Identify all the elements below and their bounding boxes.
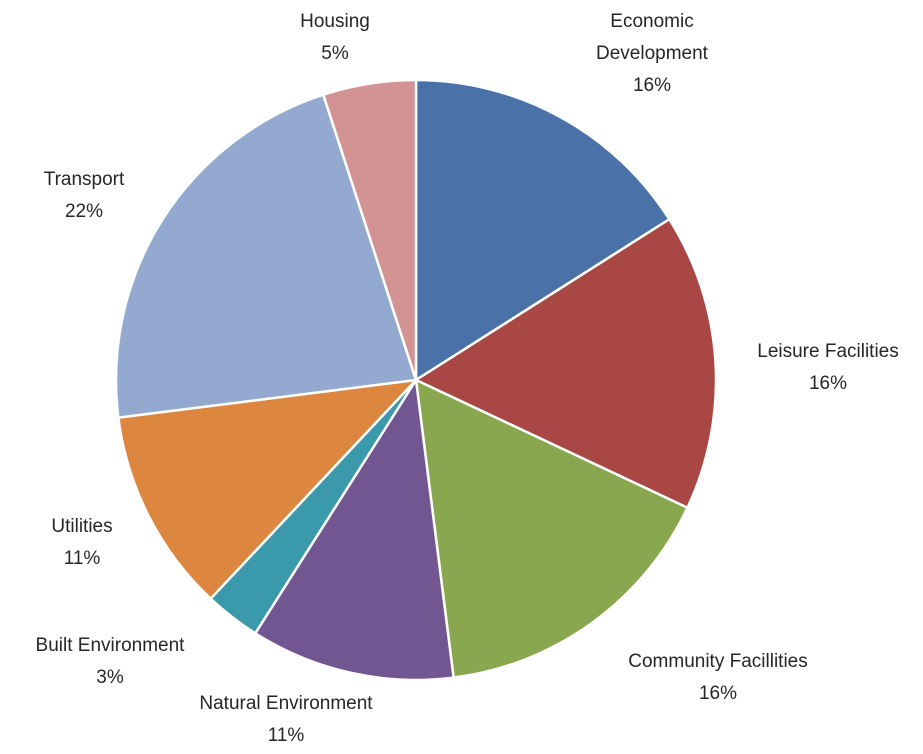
pie-label-leisure-facilities: Leisure Facilities 16%	[757, 341, 899, 394]
pie-slice-natural-environment	[254, 378, 455, 682]
pie-label-name: Housing	[300, 11, 370, 32]
pie-slices	[114, 78, 718, 682]
pie-slice-community-facillities	[414, 378, 689, 679]
pie-label-economic-development: Economic Development 16%	[596, 11, 709, 96]
pie-label-built-environment: Built Environment 3%	[36, 635, 186, 688]
pie-label-housing: Housing 5%	[300, 11, 370, 64]
pie-label-name: Development	[596, 43, 709, 64]
pie-label-utilities: Utilities 11%	[51, 516, 112, 569]
pie-label-value: 16%	[633, 75, 671, 96]
pie-label-value: 11%	[268, 725, 305, 746]
pie-label-value: 16%	[809, 373, 847, 394]
pie-label-name: Utilities	[51, 516, 112, 537]
pie-slice-utilities	[117, 378, 418, 600]
pie-label-value: 11%	[64, 548, 101, 569]
pie-label-name: Economic	[610, 11, 693, 32]
pie-slice-transport	[114, 93, 418, 419]
pie-label-natural-environment: Natural Environment 11%	[199, 693, 373, 746]
pie-label-value: 22%	[65, 201, 103, 222]
pie-slice-economic-development	[414, 78, 671, 382]
pie-label-name: Natural Environment	[199, 693, 373, 714]
pie-label-name: Built Environment	[36, 635, 186, 656]
pie-label-name: Community Facillities	[628, 651, 807, 672]
pie-slice-leisure-facilities	[414, 218, 718, 509]
pie-slice-housing	[322, 78, 418, 382]
pie-label-name: Transport	[44, 169, 125, 190]
pie-labels: Economic Development 16%Leisure Facilities…	[36, 11, 899, 746]
pie-label-value: 3%	[96, 667, 124, 688]
pie-label-value: 16%	[699, 683, 737, 704]
pie-label-name: Leisure Facilities	[757, 341, 899, 362]
pie-label-transport: Transport 22%	[44, 169, 125, 222]
pie-label-value: 5%	[321, 43, 349, 64]
pie-label-community-facillities: Community Facillities 16%	[628, 651, 807, 704]
